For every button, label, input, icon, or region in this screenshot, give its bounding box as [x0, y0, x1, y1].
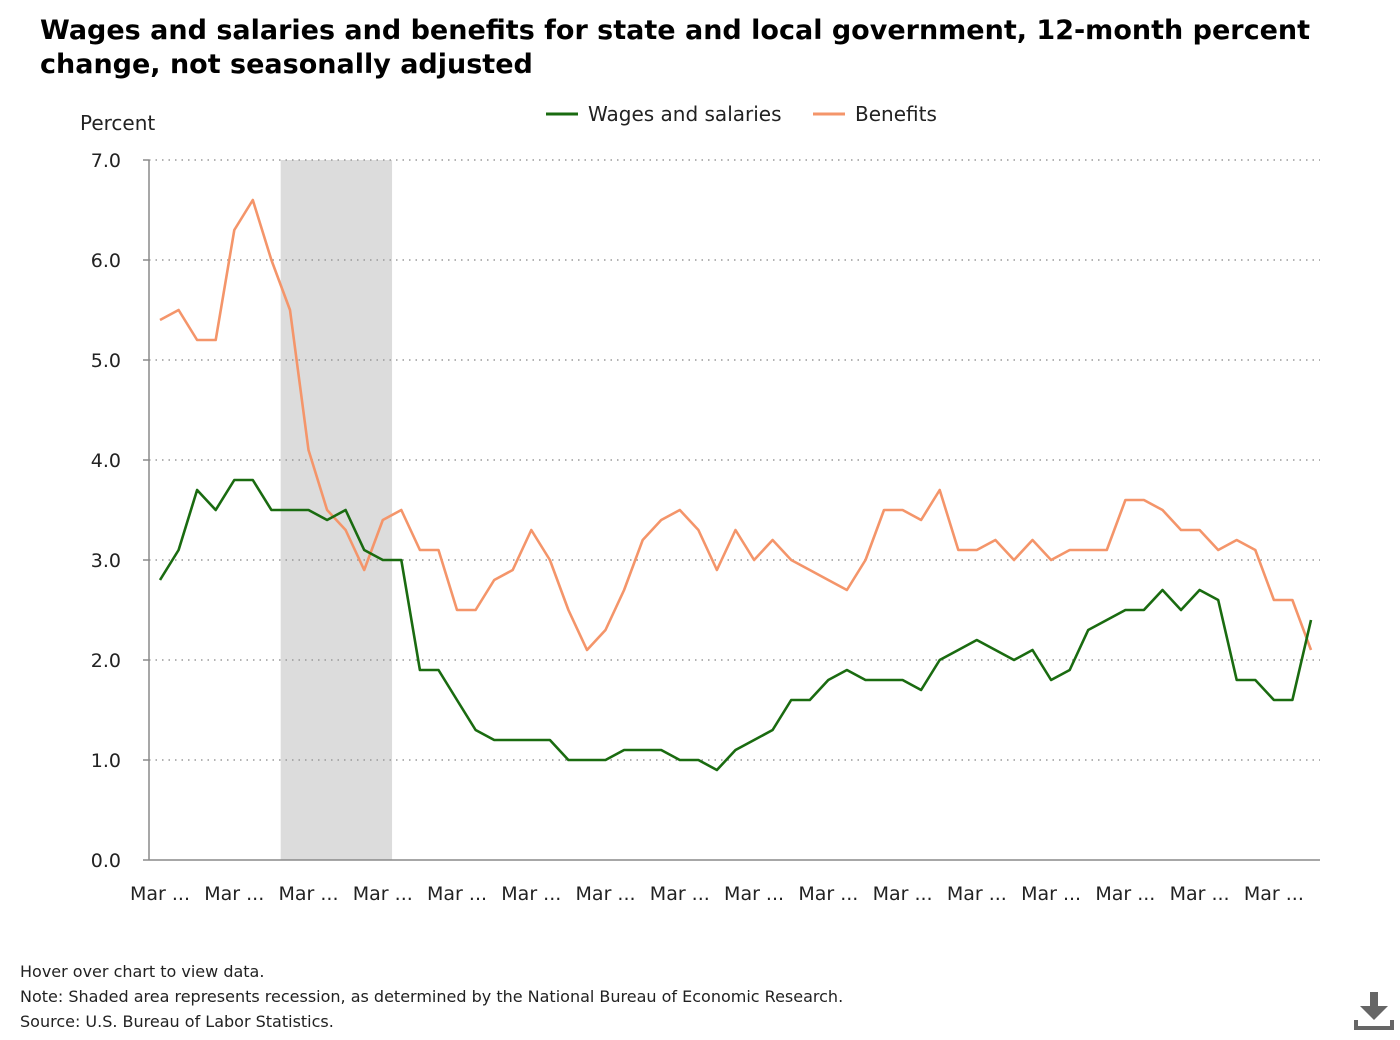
x-tick-label: Mar ... — [279, 883, 339, 905]
x-tick-label: Mar ... — [798, 883, 858, 905]
y-tick-label: 6.0 — [91, 250, 121, 272]
x-tick-label: Mar ... — [947, 883, 1007, 905]
y-tick-label: 2.0 — [91, 650, 121, 672]
y-tick-label: 4.0 — [91, 450, 121, 472]
series-line-benefits[interactable] — [159, 198, 1313, 652]
series-line-wages-and-salaries[interactable] — [158, 478, 1313, 772]
x-tick-label: Mar ... — [1244, 883, 1304, 905]
y-axis-label: Percent — [80, 111, 155, 135]
x-tick-label: Mar ... — [204, 883, 264, 905]
y-tick-label: 0.0 — [91, 850, 121, 872]
x-tick-label: Mar ... — [427, 883, 487, 905]
legend-label-wages-and-salaries[interactable]: Wages and salaries — [588, 102, 782, 126]
legend-label-benefits[interactable]: Benefits — [855, 102, 937, 126]
chart-title: Wages and salaries and benefits for stat… — [40, 15, 1311, 80]
download-icon — [1354, 992, 1394, 1030]
x-tick-label: Mar ... — [501, 883, 561, 905]
recession-note: Note: Shaded area represents recession, … — [20, 987, 844, 1006]
x-tick-label: Mar ... — [1095, 883, 1155, 905]
x-axis-ticks: Mar ... Mar ... Mar ... Mar ... Mar ... Mar .… — [130, 883, 1304, 905]
download-button[interactable] — [1352, 990, 1396, 1036]
x-tick-label: Mar ... — [873, 883, 933, 905]
x-tick-label: Mar ... — [724, 883, 784, 905]
gridlines — [149, 159, 1320, 761]
x-tick-label: Mar ... — [1170, 883, 1230, 905]
y-axis-ticks: 0.0 1.0 2.0 3.0 4.0 5.0 6.0 7.0 — [91, 150, 149, 872]
x-tick-label: Mar ... — [650, 883, 710, 905]
x-tick-label: Mar ... — [1021, 883, 1081, 905]
x-tick-label: Mar ... — [130, 883, 190, 905]
x-tick-label: Mar ... — [353, 883, 413, 905]
y-tick-label: 3.0 — [91, 550, 121, 572]
hover-note: Hover over chart to view data. — [20, 962, 265, 981]
x-tick-label: Mar ... — [576, 883, 636, 905]
y-tick-label: 1.0 — [91, 750, 121, 772]
series-lines[interactable] — [158, 198, 1313, 772]
y-tick-label: 7.0 — [91, 150, 121, 172]
y-tick-label: 5.0 — [91, 350, 121, 372]
legend[interactable]: Wages and salaries Benefits — [546, 102, 937, 126]
source-note: Source: U.S. Bureau of Labor Statistics. — [20, 1012, 334, 1031]
